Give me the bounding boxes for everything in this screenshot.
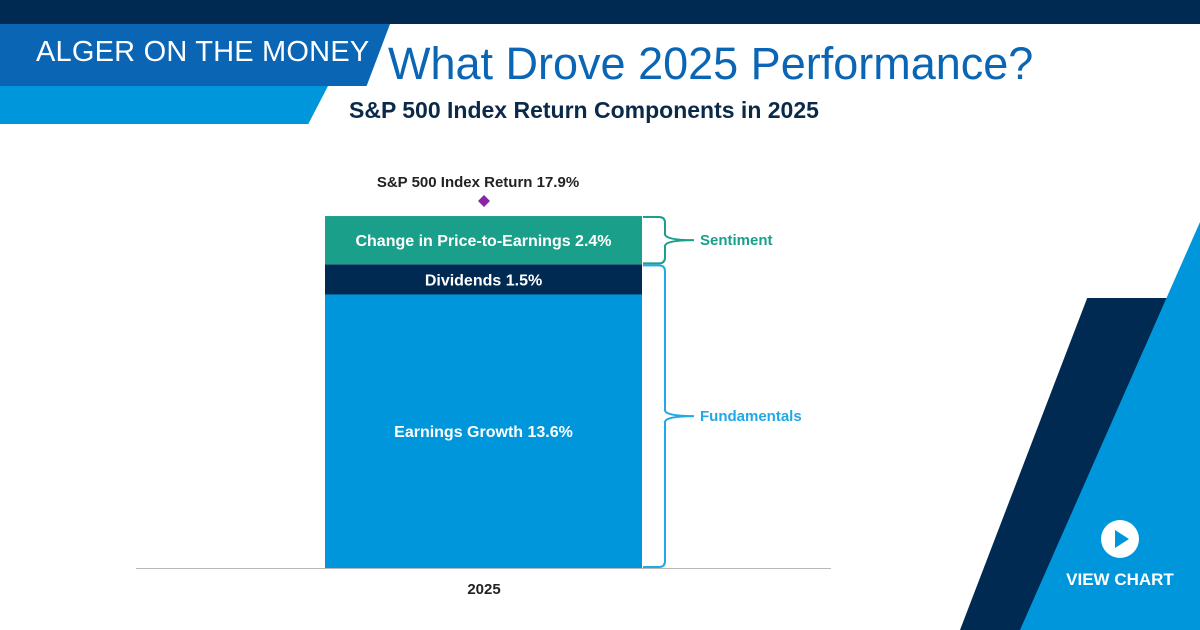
top-bar xyxy=(0,0,1200,24)
data-label-dividends: Dividends 1.5% xyxy=(425,272,542,289)
group-label-fundamentals: Fundamentals xyxy=(700,408,802,425)
x-tick-2025: 2025 xyxy=(467,581,500,598)
bar-segment-earnings-growth xyxy=(325,294,642,568)
brand-band xyxy=(0,24,390,86)
view-chart-label: VIEW CHART xyxy=(1066,570,1174,589)
play-icon xyxy=(1101,520,1139,558)
bar-segment-dividends xyxy=(325,264,642,295)
group-brackets: Sentiment Fundamentals xyxy=(643,216,802,568)
total-return-diamond xyxy=(478,195,490,207)
brand-label: ALGER ON THE MONEY xyxy=(36,36,370,68)
accent-band xyxy=(0,86,328,124)
bar-stack: Earnings Growth 13.6% Dividends 1.5% Chang… xyxy=(325,216,642,568)
data-label-change-in-price-to-earnings: Change in Price-to-Earnings 2.4% xyxy=(355,233,611,250)
bar-segment-change-in-price-to-earnings xyxy=(325,216,642,265)
bracket-sentiment xyxy=(643,216,695,265)
total-return-label: S&P 500 Index Return 17.9% xyxy=(377,174,579,191)
view-chart-button[interactable]: VIEW CHART xyxy=(1050,520,1190,590)
group-label-sentiment: Sentiment xyxy=(700,232,773,249)
chart-subtitle: S&P 500 Index Return Components in 2025 xyxy=(349,97,819,123)
data-label-earnings-growth: Earnings Growth 13.6% xyxy=(394,424,573,441)
page-title: What Drove 2025 Performance? xyxy=(388,38,1034,89)
bracket-fundamentals xyxy=(643,264,695,568)
